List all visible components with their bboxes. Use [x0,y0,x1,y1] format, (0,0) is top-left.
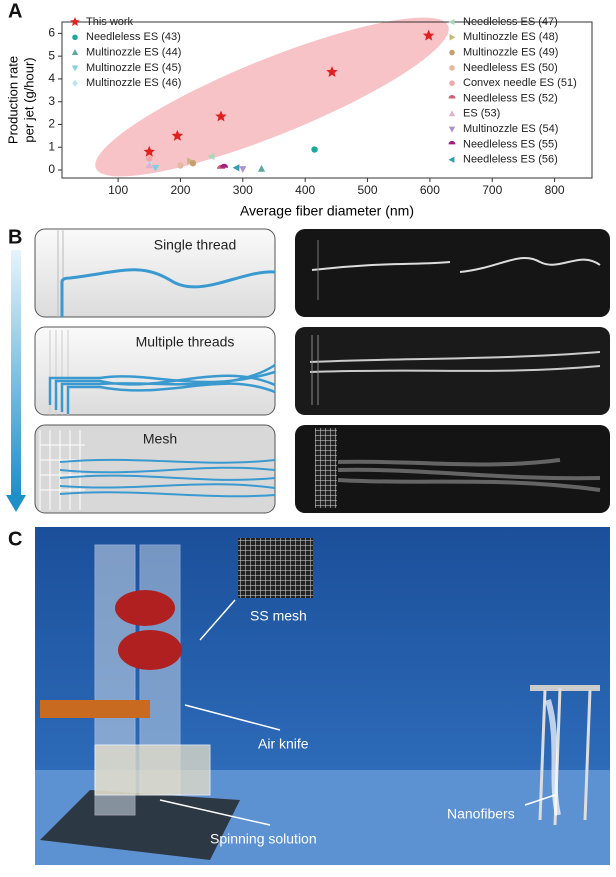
legend-label: Needleless ES (55) [463,138,558,150]
y-tick-label: 2 [48,117,55,131]
legend-swatch [72,34,78,41]
y-tick-label: 3 [48,94,55,108]
data-point [215,110,227,122]
x-tick-label: 400 [295,183,315,197]
x-tick-label: 800 [545,183,565,197]
legend-label: Multinozzle ES (48) [463,31,558,43]
x-tick-label: 500 [358,183,378,197]
legend-label: Multinozzle ES (46) [86,77,181,89]
legend-label: ES (53) [463,108,500,120]
jet-photos [295,229,610,513]
legend-label: Multinozzle ES (44) [86,47,181,59]
data-point [189,159,197,167]
legend-label: Needleless ES (47) [463,16,558,28]
highlight-ellipse [95,17,449,177]
data-point [145,161,153,169]
x-tick-label: 300 [233,183,253,197]
data-point [239,166,247,173]
legend-swatch [449,34,456,41]
data-point [207,152,215,160]
photo-label: Air knife [258,736,309,752]
panel-label: B [8,226,22,248]
legend-swatch [72,79,78,87]
legend-swatch [71,65,79,72]
plot-frame [61,21,593,179]
thread-diagrams [34,228,276,514]
photo-label: Nanofibers [447,806,515,822]
scatter-plot: 100 200 300 400 500 600 700 800 0 1 2 3 4 5 6 Average f… [5,16,593,219]
data-point [326,66,338,77]
legend-label: Needleless ES (43) [86,31,181,43]
legend-swatch [448,126,456,133]
y-tick-label: 1 [48,139,55,153]
data-point [232,164,240,172]
y-tick-label: 0 [48,162,55,176]
legend-swatch [449,65,455,71]
legend-label: This work [86,16,134,28]
legend-label: Needleless ES (52) [463,92,558,104]
legend-swatch [448,18,455,26]
legend-swatch [448,140,456,145]
legend-swatch [71,49,79,56]
legend-label: Needleless ES (56) [463,154,558,166]
data-point [177,162,184,169]
data-point [151,164,160,172]
panel-label: C [8,528,22,550]
legend-label: Multinozzle ES (49) [463,47,558,59]
apparatus-photo [35,527,610,865]
thread-label: Single thread [154,237,237,253]
x-axis-label: Average fiber diameter (nm) [240,203,414,219]
data-point [171,129,184,141]
data-point [422,29,435,41]
photo-label: SS mesh [250,608,307,624]
x-tick-label: 600 [420,183,440,197]
legend-swatch [448,110,456,117]
thread-label: Multiple threads [136,334,235,350]
legend-label: Multinozzle ES (54) [463,123,558,135]
y-axis-label: Production rate [5,56,20,144]
arrow-shaft [11,250,21,495]
thread-label: Mesh [143,431,177,447]
legend-label: Needleless ES (50) [463,62,558,74]
panel-label: A [8,0,22,22]
y-tick-label: 5 [48,48,55,62]
legend-swatch [448,95,456,99]
photo-label: Spinning solution [210,831,317,847]
data-point [143,145,156,157]
x-tick-label: 700 [482,183,502,197]
legend-label: Convex needle ES (51) [463,77,577,89]
data-point [257,164,266,172]
x-tick-label: 100 [108,183,128,197]
x-tick-label: 200 [170,183,190,197]
data-point [220,163,229,168]
legend-label: Multinozzle ES (45) [86,62,181,74]
legend-swatch [449,80,455,86]
legend-swatch [449,49,455,56]
y-tick-label: 4 [48,71,55,85]
y-tick-label: 6 [48,26,55,40]
y-axis-label: per jet (g/hour) [21,57,36,142]
data-point [187,157,194,165]
data-point [311,146,318,153]
data-point [146,155,153,162]
legend-swatch [448,156,455,163]
legend-swatch [70,17,80,27]
arrow-head [6,495,26,512]
